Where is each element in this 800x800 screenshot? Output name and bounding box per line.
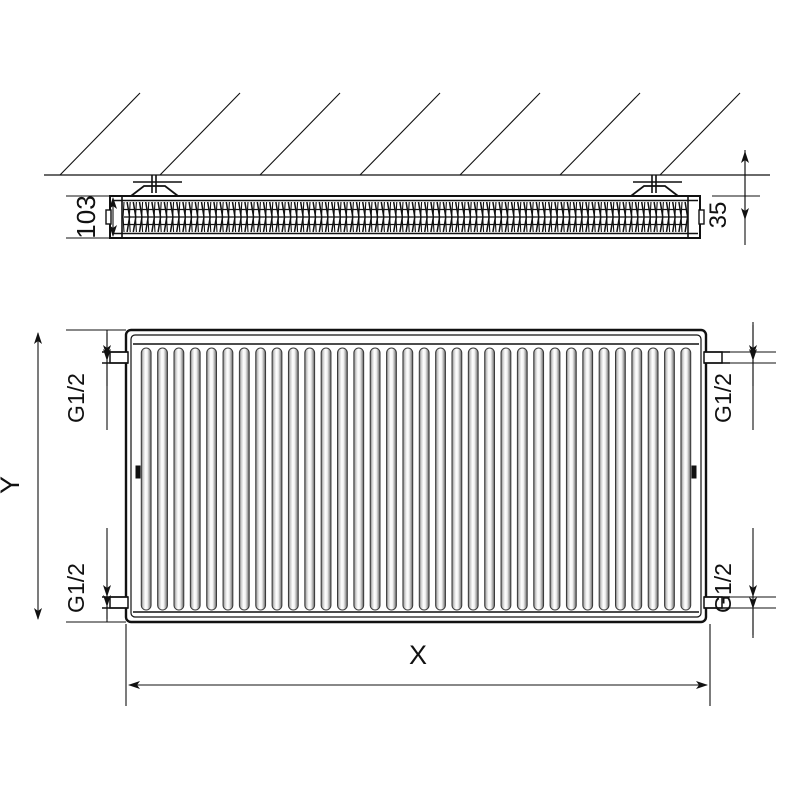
dimension-g12-bottom-left <box>66 528 126 623</box>
label-g12-bottom-right: G1/2 <box>710 563 736 613</box>
dimension-label-103: 103 <box>71 195 101 238</box>
dimension-label-35: 35 <box>705 202 732 229</box>
port-stub-bottom-left <box>102 596 129 609</box>
convector-fin <box>647 347 659 611</box>
convector-fin <box>451 347 463 611</box>
convector-fin <box>189 347 201 611</box>
dimension-g12-top-left <box>66 329 126 430</box>
convector-fin <box>337 347 348 611</box>
dimension-g12-bottom-right <box>722 528 776 638</box>
convector-fin <box>582 347 594 611</box>
convector-fin <box>206 347 217 611</box>
convector-fin <box>157 347 168 611</box>
convector-fin <box>516 347 528 611</box>
convector-fin <box>484 347 495 611</box>
convector-fin <box>664 347 675 611</box>
convector-fin <box>304 347 316 611</box>
convector-fin <box>533 347 545 611</box>
convector-fin <box>549 347 561 611</box>
front-elevation-view: G1/2 G1/2 G1/2 G1/2 <box>0 322 776 706</box>
convector-fin <box>353 347 365 611</box>
convector-fin-pack <box>122 201 689 233</box>
convector-fin <box>320 347 332 611</box>
dimension-label-Y: Y <box>0 476 25 494</box>
convector-fin <box>631 347 643 611</box>
mounting-bracket-left <box>130 175 182 197</box>
dimension-depth-103 <box>66 195 126 239</box>
convector-fin <box>222 347 234 611</box>
convector-fin <box>369 347 381 611</box>
convector-fin <box>500 347 512 611</box>
convector-fin <box>680 347 692 611</box>
convector-fin <box>418 347 430 611</box>
convector-fin <box>402 347 414 611</box>
side-spine-left <box>135 465 141 479</box>
front-fin-group <box>140 347 692 611</box>
convector-fin <box>565 347 577 611</box>
wall-hatch-group <box>59 92 741 176</box>
dimension-label-X: X <box>409 640 427 670</box>
convector-corrugation <box>684 201 689 233</box>
dimension-width-X <box>125 624 711 706</box>
convector-fin <box>467 347 479 611</box>
convector-fin <box>386 347 397 611</box>
mounting-bracket-right <box>630 175 682 197</box>
convector-corrugation <box>122 201 125 233</box>
convector-fin <box>615 347 626 611</box>
convector-fin <box>173 347 185 611</box>
label-g12-top-right: G1/2 <box>710 373 736 423</box>
convector-fin <box>287 347 299 611</box>
side-port-right <box>698 209 705 225</box>
dimension-wall-gap-35 <box>712 150 760 245</box>
label-g12-top-left: G1/2 <box>63 373 89 423</box>
port-stub-top-right <box>703 351 730 364</box>
top-section-view: 103 35 <box>44 92 770 245</box>
port-stub-top-left <box>102 351 129 364</box>
label-g12-bottom-left: G1/2 <box>63 563 89 613</box>
side-spine-right <box>691 465 697 479</box>
convector-fin <box>140 347 152 611</box>
side-port-left <box>105 209 112 225</box>
convector-fin <box>238 347 250 611</box>
convector-fin <box>271 347 283 611</box>
convector-fin <box>435 347 446 611</box>
convector-fin <box>598 347 610 611</box>
convector-fin <box>255 347 267 611</box>
dimension-g12-top-right <box>722 322 776 430</box>
